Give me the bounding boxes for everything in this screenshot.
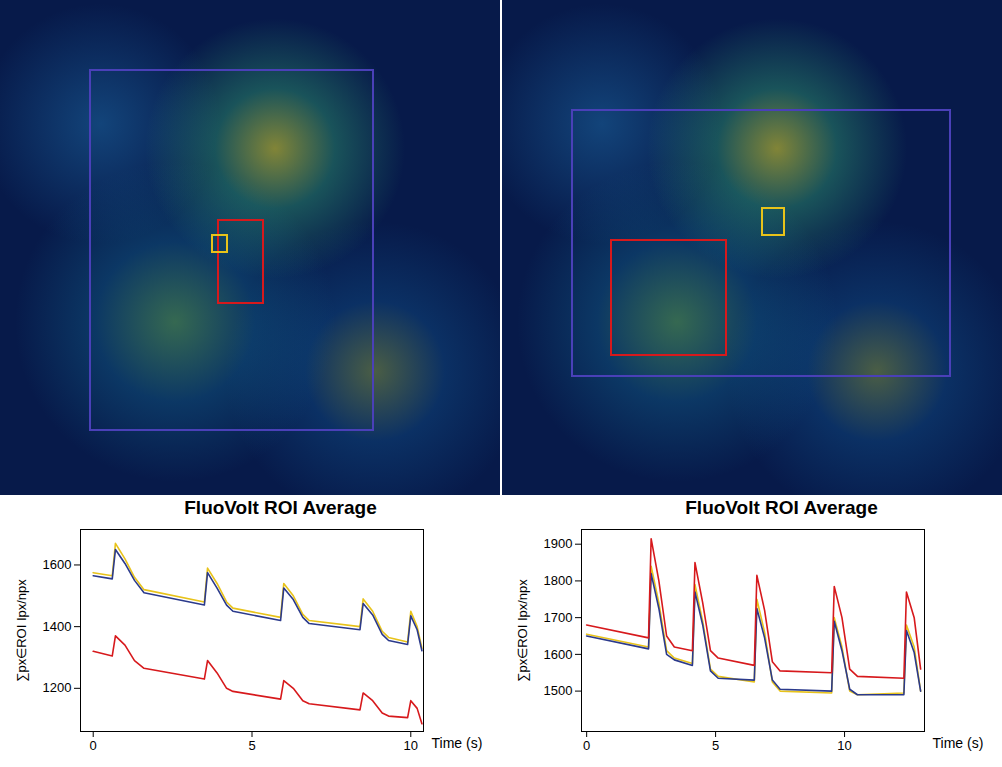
svg-text:1700: 1700: [544, 610, 573, 625]
svg-text:5: 5: [248, 738, 255, 753]
svg-text:1900: 1900: [544, 536, 573, 551]
svg-text:10: 10: [404, 738, 418, 753]
svg-text:∑px∈ROI Ipx/npx: ∑px∈ROI Ipx/npx: [515, 579, 530, 682]
svg-text:1600: 1600: [43, 557, 72, 572]
svg-text:1400: 1400: [43, 619, 72, 634]
html-text:FluoVolt ROI Average: FluoVolt ROI Average: [685, 497, 878, 518]
svg-text:1500: 1500: [544, 683, 573, 698]
svg-text:10: 10: [837, 738, 851, 753]
html-text:FluoVolt ROI Average: FluoVolt ROI Average: [184, 497, 377, 518]
svg-text:0: 0: [90, 738, 97, 753]
svg-text:1600: 1600: [544, 647, 573, 662]
svg-text:1200: 1200: [43, 680, 72, 695]
svg-text:0: 0: [583, 738, 590, 753]
svg-text:∑px∈ROI Ipx/npx: ∑px∈ROI Ipx/npx: [14, 579, 29, 682]
svg-text:1800: 1800: [544, 573, 573, 588]
svg-text:5: 5: [712, 738, 719, 753]
svg-text:Time (s): Time (s): [432, 735, 483, 751]
svg-text:Time (s): Time (s): [933, 735, 984, 751]
